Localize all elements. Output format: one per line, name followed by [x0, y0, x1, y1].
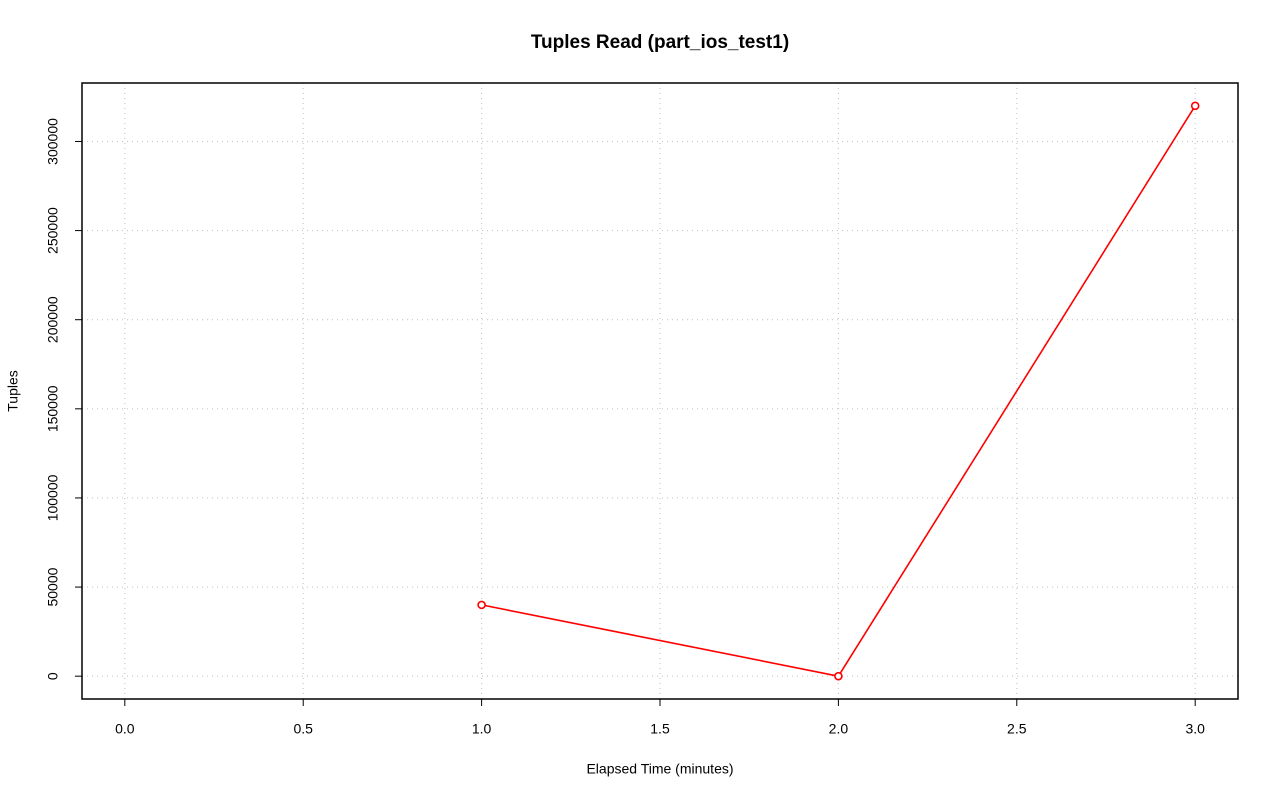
y-tick-label: 200000 — [45, 296, 61, 343]
y-tick-label: 150000 — [45, 385, 61, 432]
x-tick-label: 0.0 — [115, 721, 135, 737]
y-tick-label: 50000 — [45, 567, 61, 606]
x-tick-label: 1.0 — [472, 721, 492, 737]
data-point — [1190, 101, 1200, 111]
plot-frame — [81, 82, 1239, 700]
y-tick-label: 250000 — [45, 207, 61, 254]
data-point — [834, 671, 843, 681]
data-point — [477, 600, 486, 610]
y-axis-label: Tuples — [5, 370, 21, 412]
x-axis-label: Elapsed Time (minutes) — [586, 761, 733, 777]
x-tick-label: 1.5 — [650, 721, 670, 737]
y-tick-label: 0 — [45, 672, 61, 680]
data-line — [481, 105, 1196, 678]
x-tick-label: 0.5 — [293, 721, 313, 737]
x-tick-label: 3.0 — [1185, 721, 1205, 737]
x-tick-label: 2.5 — [1007, 721, 1027, 737]
y-tick-label: 300000 — [45, 118, 61, 165]
chart-title: Tuples Read (part_ios_test1) — [531, 32, 789, 53]
x-tick-label: 2.0 — [829, 721, 849, 737]
y-tick-label: 100000 — [45, 474, 61, 521]
